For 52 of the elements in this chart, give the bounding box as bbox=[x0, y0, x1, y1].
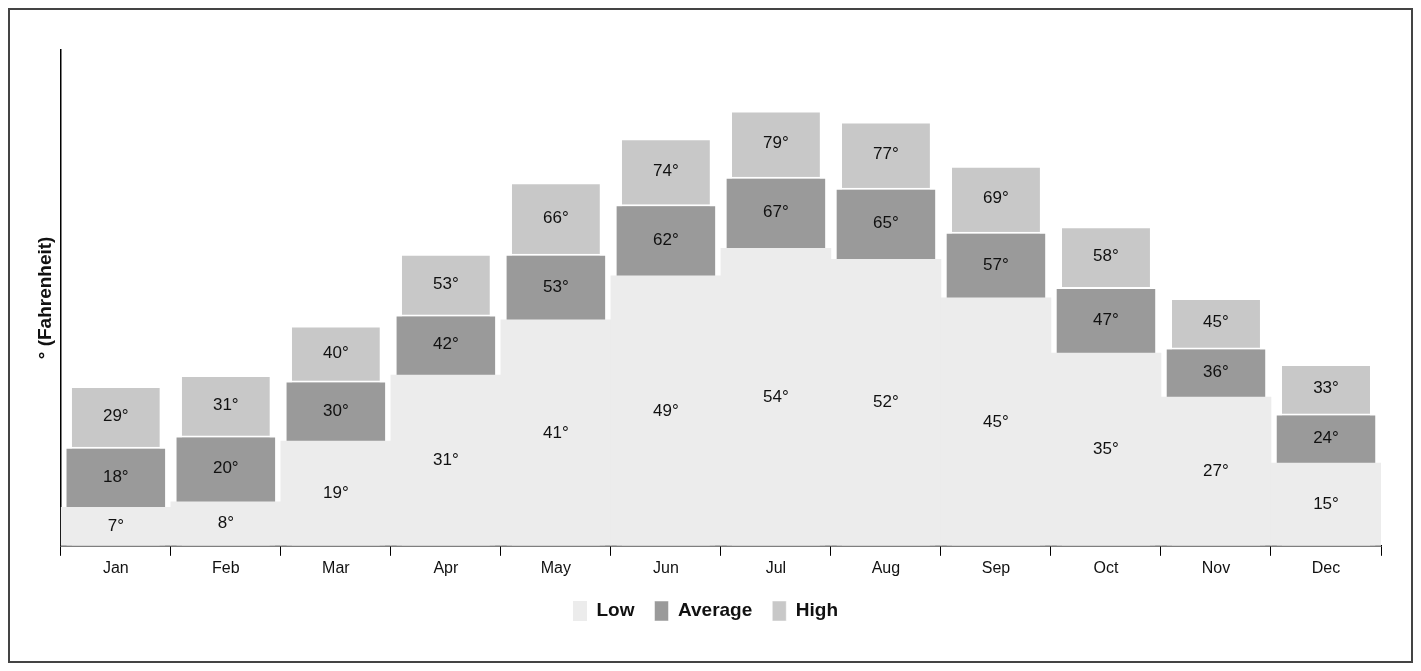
legend-label: Average bbox=[678, 599, 753, 621]
data-label: 30° bbox=[322, 400, 349, 420]
x-tick-label: Oct bbox=[1093, 558, 1119, 576]
data-label: 66° bbox=[543, 207, 569, 227]
data-label: 45° bbox=[983, 411, 1009, 431]
data-label: 31° bbox=[212, 395, 239, 415]
data-label: 15° bbox=[1313, 494, 1339, 514]
data-label: 40° bbox=[322, 342, 349, 362]
legend-label: High bbox=[795, 599, 838, 621]
data-label: 19° bbox=[322, 483, 349, 503]
data-label: 7° bbox=[107, 516, 124, 536]
x-tick-label: Jun bbox=[652, 558, 679, 576]
data-label: 18° bbox=[102, 466, 129, 486]
data-label: 57° bbox=[983, 254, 1009, 274]
data-label: 77° bbox=[873, 144, 899, 164]
data-label: 33° bbox=[1313, 378, 1339, 398]
x-tick-label: Aug bbox=[871, 558, 901, 576]
data-label: 24° bbox=[1313, 428, 1339, 448]
x-tick-label: Apr bbox=[433, 558, 459, 576]
data-label: 58° bbox=[1093, 246, 1119, 266]
data-label: 42° bbox=[433, 334, 459, 354]
data-label: 45° bbox=[1203, 312, 1229, 332]
y-axis-title: ° (Fahrenheit) bbox=[33, 236, 55, 360]
data-label: 53° bbox=[543, 276, 569, 296]
x-tick-label: Jul bbox=[765, 558, 787, 576]
data-label: 27° bbox=[1203, 461, 1229, 481]
data-label: 67° bbox=[763, 202, 789, 222]
x-tick-label: May bbox=[540, 558, 571, 576]
data-label: 29° bbox=[102, 406, 129, 426]
x-tick-label: Feb bbox=[212, 558, 240, 576]
data-label: 36° bbox=[1203, 361, 1229, 381]
x-tick-label: Jan bbox=[102, 558, 129, 576]
x-tick-label: Sep bbox=[981, 558, 1011, 576]
data-label: 54° bbox=[763, 386, 789, 406]
x-tick-label: Dec bbox=[1311, 558, 1341, 576]
data-label: 52° bbox=[873, 392, 899, 412]
data-label: 35° bbox=[1093, 439, 1119, 459]
data-label: 31° bbox=[433, 450, 459, 470]
data-label: 47° bbox=[1093, 309, 1119, 329]
data-label: 69° bbox=[983, 188, 1009, 208]
data-label: 53° bbox=[433, 273, 459, 293]
data-label: 41° bbox=[543, 422, 569, 442]
data-label: 65° bbox=[873, 213, 899, 233]
data-label: 79° bbox=[763, 133, 789, 153]
data-label: 20° bbox=[212, 458, 239, 478]
legend-label: Low bbox=[596, 599, 635, 621]
x-tick-label: Mar bbox=[322, 558, 351, 576]
data-label: 49° bbox=[653, 400, 679, 420]
data-label: 8° bbox=[217, 513, 234, 533]
data-label: 74° bbox=[653, 160, 679, 180]
x-tick-label: Nov bbox=[1201, 558, 1231, 576]
data-label: 62° bbox=[653, 229, 679, 249]
